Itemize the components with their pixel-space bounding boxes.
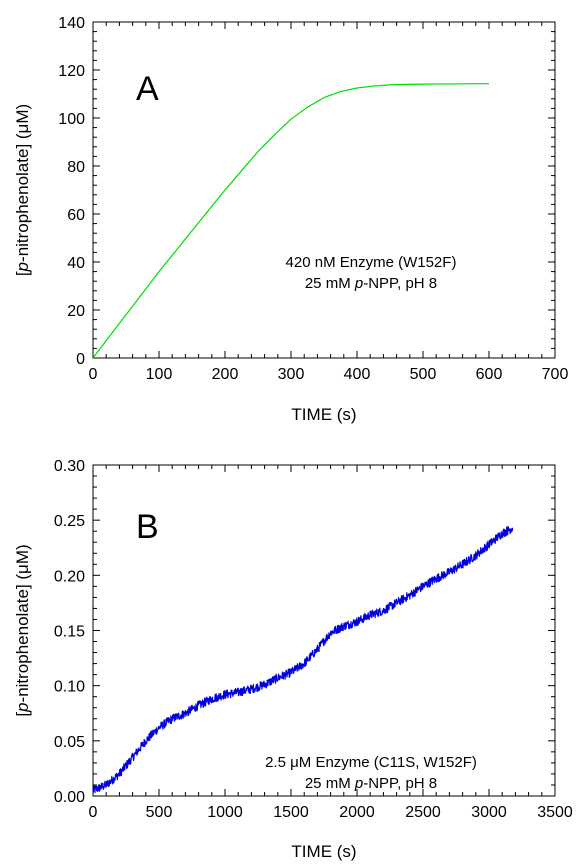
y-tick-label: 60 xyxy=(67,207,85,224)
x-axis-title: TIME (s) xyxy=(291,842,356,861)
x-tick-label: 1500 xyxy=(273,804,309,821)
y-tick-label: 0.20 xyxy=(54,568,85,585)
x-tick-label: 100 xyxy=(146,366,173,383)
x-tick-label: 0 xyxy=(89,804,98,821)
annotation-line-2: 25 mM p-NPP, pH 8 xyxy=(305,275,437,292)
y-tick-label: 120 xyxy=(58,63,85,80)
x-axis-title: TIME (s) xyxy=(291,405,356,424)
plot-frame xyxy=(92,21,556,359)
y-axis-title: [p-nitrophenolate] (μM) xyxy=(13,544,32,716)
y-tick-label: 0.15 xyxy=(54,624,85,641)
x-tick-label: 400 xyxy=(344,366,371,383)
y-tick-label: 0.30 xyxy=(54,458,85,475)
y-tick-label: 40 xyxy=(67,255,85,272)
panel-label: A xyxy=(136,70,159,108)
plot-frame xyxy=(92,464,556,797)
x-tick-label: 200 xyxy=(212,366,239,383)
chart-panel-b: 0 500 1000 1500 2000 2500 3000 3500 0.00 0.05 0.10… xyxy=(13,458,573,861)
x-tick-label: 1000 xyxy=(207,804,243,821)
y-tick-label: 140 xyxy=(58,15,85,32)
x-tick-label: 500 xyxy=(410,366,437,383)
y-tick-label: 0.10 xyxy=(54,679,85,696)
x-tick-label: 0 xyxy=(89,366,98,383)
x-tick-label: 3000 xyxy=(471,804,507,821)
annotation-line-2: 25 mM p-NPP, pH 8 xyxy=(305,775,437,792)
x-tick-label: 300 xyxy=(278,366,305,383)
chart-panel-a: 0 100 200 300 400 500 600 700 0 20 40 60 80 100 120 140… xyxy=(13,15,568,424)
y-tick-label: 0 xyxy=(76,351,85,368)
x-tick-label: 700 xyxy=(542,366,569,383)
y-tick-label: 0.25 xyxy=(54,513,85,530)
panel-label: B xyxy=(136,508,159,546)
x-tick-label: 500 xyxy=(146,804,173,821)
y-tick-label: 0.05 xyxy=(54,734,85,751)
x-tick-label: 600 xyxy=(476,366,503,383)
y-tick-label: 0.00 xyxy=(54,789,85,806)
y-tick-label: 80 xyxy=(67,159,85,176)
y-tick-label: 20 xyxy=(67,303,85,320)
y-axis-title: [p-nitrophenolate] (μM) xyxy=(13,104,32,276)
y-tick-label: 100 xyxy=(58,111,85,128)
data-series-line xyxy=(92,83,489,359)
annotation-line-1: 420 nM Enzyme (W152F) xyxy=(286,254,457,271)
data-series-line xyxy=(92,525,514,794)
x-tick-label: 2500 xyxy=(405,804,441,821)
x-tick-label: 2000 xyxy=(339,804,375,821)
x-tick-label: 3500 xyxy=(537,804,573,821)
annotation-line-1: 2.5 μM Enzyme (C11S, W152F) xyxy=(265,754,477,771)
